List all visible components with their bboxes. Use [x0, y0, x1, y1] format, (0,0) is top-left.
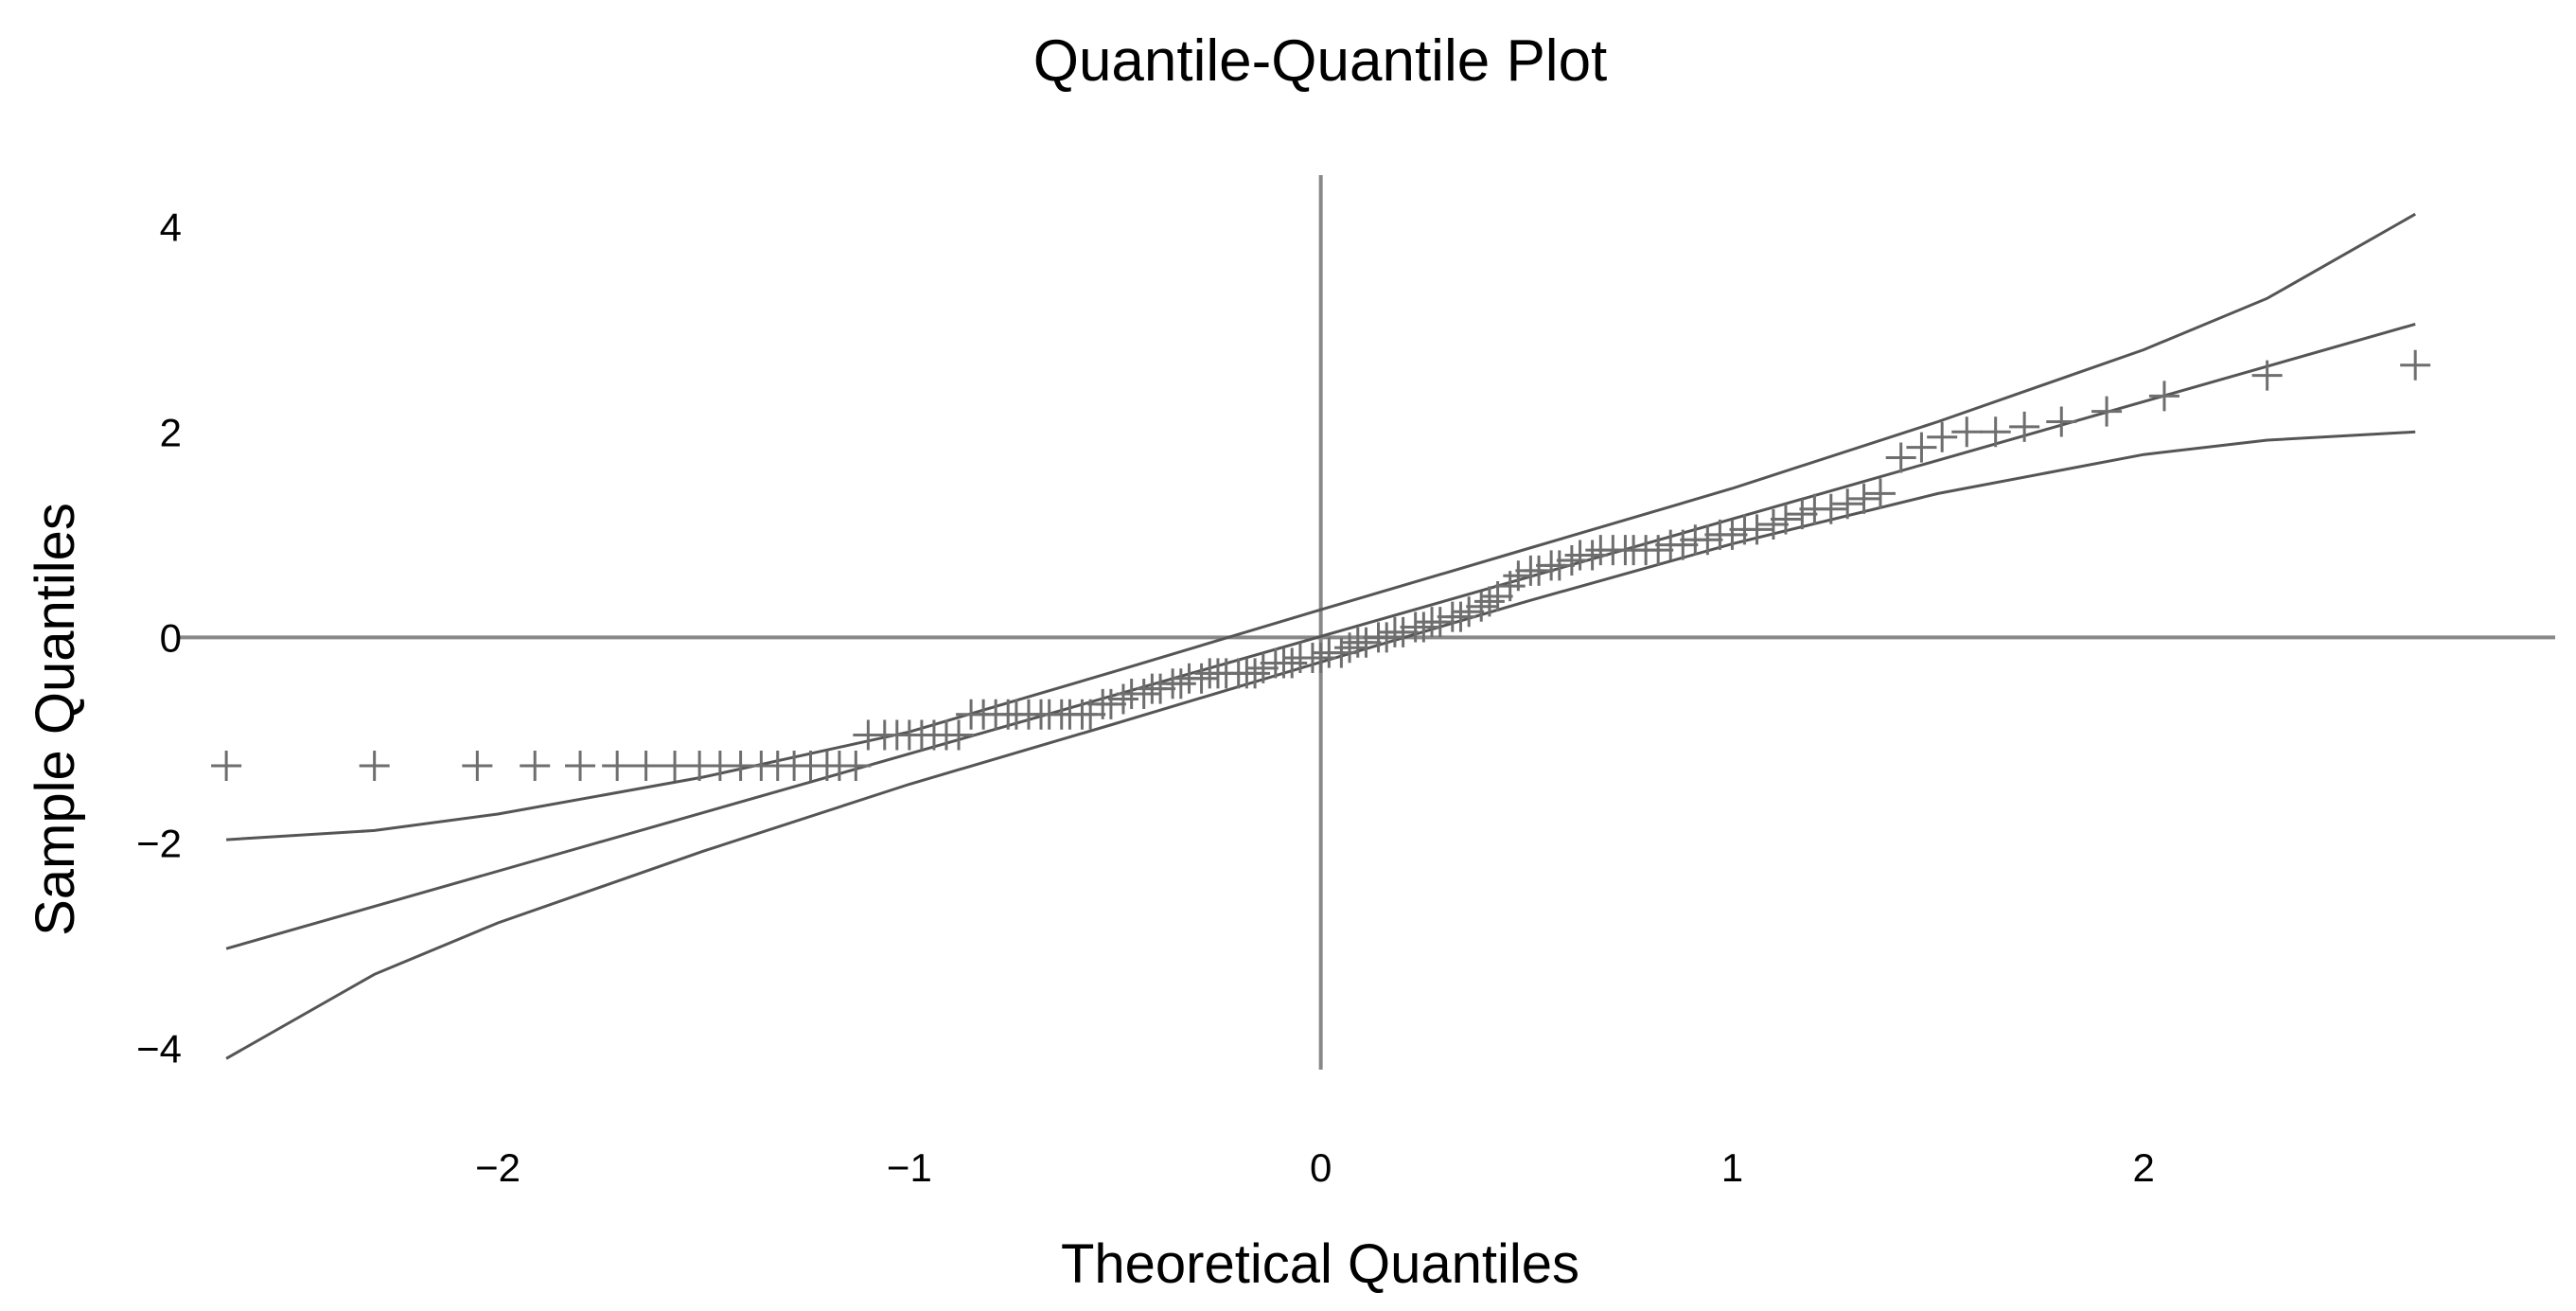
y-axis-label: Sample Quantiles: [25, 503, 86, 936]
data-point: [1667, 529, 1699, 560]
x-tick-label: 1: [1721, 1145, 1743, 1190]
data-point: [462, 751, 493, 782]
data-point: [1741, 514, 1773, 545]
plot-area: [180, 175, 2555, 1070]
data-point: [1787, 499, 1818, 530]
reference-line: [225, 322, 2416, 950]
data-point: [565, 751, 596, 782]
data-point: [1277, 647, 1308, 679]
data-point: [1240, 658, 1271, 689]
data-point: [630, 751, 662, 782]
data-point: [1350, 627, 1382, 658]
data-point: [1408, 611, 1439, 643]
data-point: [1424, 607, 1456, 638]
data-point: [1145, 673, 1176, 704]
data-point: [1445, 601, 1476, 632]
x-tick-label: 2: [2133, 1145, 2155, 1190]
x-axis-label: Theoretical Quantiles: [1061, 1233, 1579, 1295]
y-tick-label: −2: [136, 821, 182, 865]
data-point: [1107, 683, 1138, 715]
data-point: [1951, 416, 1983, 448]
data-point: [1927, 421, 1958, 452]
data-point: [2009, 411, 2040, 442]
data-point: [1524, 555, 1555, 586]
data-point: [1832, 488, 1863, 520]
data-point: [1815, 493, 1846, 524]
data-point: [1387, 616, 1419, 647]
data-point: [1473, 586, 1505, 617]
y-tick-label: 4: [160, 204, 182, 249]
x-tick-label: 0: [1310, 1145, 1332, 1190]
data-point: [1334, 632, 1366, 664]
data-point: [1717, 519, 1748, 550]
chart-title: Quantile-Quantile Plot: [1033, 28, 1608, 94]
data-point: [1980, 416, 2011, 448]
data-point: [2091, 396, 2123, 427]
data-point: [359, 751, 390, 782]
data-point: [1186, 663, 1217, 694]
y-tick-label: 2: [160, 410, 182, 454]
data-point: [1577, 540, 1608, 571]
data-point: [2400, 349, 2431, 381]
data-point: [1247, 652, 1279, 683]
data-point: [2046, 406, 2077, 437]
data-point: [211, 751, 242, 782]
upper-confidence-band: [226, 212, 2416, 842]
data-point: [944, 719, 975, 751]
data-point: [1692, 524, 1723, 556]
y-tick-labels: −4 −2 0 2 4: [136, 204, 182, 1071]
data-point: [1371, 622, 1403, 653]
data-point: [1770, 504, 1801, 535]
data-point: [1906, 432, 1937, 463]
data-point: [1503, 560, 1534, 592]
data-point: [1128, 679, 1159, 710]
data-point: [1848, 483, 1879, 514]
data-point: [602, 751, 633, 782]
y-tick-label: −4: [136, 1026, 182, 1071]
data-point: [1095, 688, 1126, 719]
data-point: [1454, 596, 1485, 628]
data-point: [520, 751, 551, 782]
data-point: [1643, 535, 1674, 566]
x-tick-label: −2: [475, 1145, 520, 1190]
data-point: [1885, 442, 1916, 473]
y-tick-label: 0: [160, 615, 182, 660]
data-point: [840, 751, 872, 782]
x-tick-labels: −2 −1 0 1 2: [475, 1145, 2155, 1190]
data-point: [2148, 381, 2179, 412]
data-point: [1864, 478, 1896, 509]
x-tick-label: −1: [887, 1145, 932, 1190]
data-point: [1466, 591, 1497, 622]
data-point: [1544, 550, 1575, 581]
data-point: [1757, 508, 1789, 540]
data-point: [1165, 668, 1196, 700]
data-point: [1305, 643, 1336, 674]
data-point: [1556, 544, 1587, 576]
data-point: [2251, 360, 2283, 391]
data-point: [1326, 637, 1357, 668]
